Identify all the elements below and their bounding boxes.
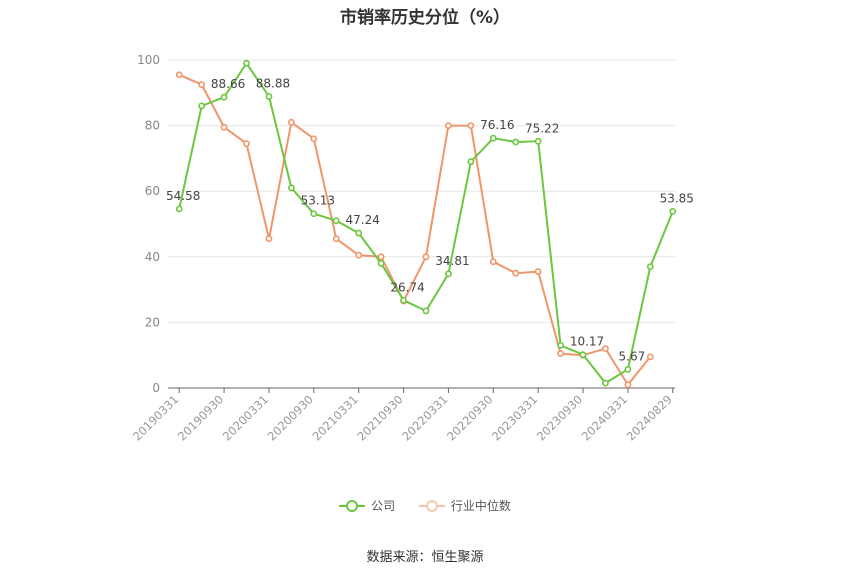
data-point[interactable] [198, 81, 206, 88]
data-point[interactable] [646, 263, 654, 271]
x-tick-label: 20220331 [399, 392, 450, 443]
data-point[interactable] [422, 307, 430, 315]
x-tick-label: 20240829 [624, 392, 675, 443]
data-point[interactable] [287, 184, 295, 192]
data-point[interactable] [602, 345, 609, 353]
x-tick-label: 20200930 [265, 392, 316, 443]
data-point[interactable] [400, 296, 407, 304]
x-tick-label: 20190930 [175, 392, 226, 443]
data-point[interactable] [332, 235, 340, 243]
data-point[interactable] [355, 251, 363, 259]
data-point[interactable] [287, 118, 295, 126]
data-label: 75.22 [525, 121, 559, 135]
data-point[interactable] [646, 353, 654, 361]
data-point[interactable] [175, 71, 183, 79]
legend-label-industry-median: 行业中位数 [450, 499, 511, 513]
data-label: 10.17 [570, 335, 604, 349]
data-label: 76.16 [480, 118, 514, 132]
data-point[interactable] [355, 229, 363, 237]
data-label: 47.24 [346, 213, 380, 227]
data-point[interactable] [512, 269, 520, 277]
y-tick-label: 80 [145, 119, 160, 133]
x-tick-label: 20240331 [579, 392, 630, 443]
data-point[interactable] [445, 270, 452, 278]
y-tick-label: 20 [145, 315, 160, 329]
data-label: 88.66 [211, 77, 245, 91]
data-point[interactable] [243, 59, 250, 67]
data-label: 5.67 [619, 349, 646, 363]
data-point[interactable] [624, 381, 632, 389]
data-point[interactable] [557, 341, 564, 349]
data-point[interactable] [602, 379, 609, 387]
data-point[interactable] [265, 235, 273, 243]
data-point[interactable] [198, 102, 206, 110]
data-label: 53.85 [660, 191, 694, 205]
legend-swatch-industry-median [418, 499, 445, 512]
legend-item-company[interactable]: 公司 [339, 497, 395, 514]
x-tick-label: 20230930 [534, 392, 585, 443]
data-point[interactable] [534, 268, 542, 275]
data-point[interactable] [579, 351, 587, 359]
legend: 公司 行业中位数 [0, 497, 850, 515]
y-tick-label: 40 [145, 250, 160, 264]
data-point[interactable] [489, 134, 497, 142]
data-point[interactable] [243, 140, 250, 148]
y-axis: 0 20 40 60 80 100 [137, 53, 160, 395]
y-tick-label: 0 [152, 381, 160, 395]
y-tick-label: 60 [145, 184, 160, 198]
legend-label-company: 公司 [371, 499, 396, 513]
data-labels: 54.58 88.66 88.88 53.13 47.24 26.74 34.81 76.16… [166, 76, 694, 363]
x-tick-label: 20190331 [130, 392, 181, 443]
legend-item-industry-median[interactable]: 行业中位数 [418, 497, 511, 514]
data-source: 数据来源：恒生聚源 [366, 550, 484, 565]
data-point[interactable] [332, 217, 340, 225]
data-point[interactable] [489, 258, 497, 266]
x-axis: 2019033120190930202003312020093020210331… [130, 387, 675, 444]
data-point[interactable] [220, 93, 228, 101]
data-point[interactable] [467, 158, 475, 166]
data-point[interactable] [669, 207, 677, 215]
data-point[interactable] [265, 93, 273, 100]
data-point[interactable] [220, 123, 228, 131]
x-tick-label: 20230331 [489, 392, 540, 443]
data-label: 54.58 [166, 189, 200, 203]
data-point[interactable] [175, 205, 183, 213]
y-tick-label: 100 [137, 53, 160, 67]
data-point[interactable] [445, 122, 452, 129]
data-point[interactable] [557, 350, 564, 357]
chart-title: 市销率历史分位（%） [339, 8, 511, 28]
legend-swatch-company [339, 499, 366, 512]
data-point[interactable] [310, 210, 318, 218]
data-label: 53.13 [301, 194, 335, 208]
data-point[interactable] [467, 122, 475, 129]
series-line-1 [178, 73, 652, 386]
data-point[interactable] [310, 135, 318, 143]
data-point[interactable] [422, 253, 430, 261]
series-lines [175, 59, 677, 389]
data-point[interactable] [512, 138, 520, 146]
x-tick-label: 20210930 [354, 392, 405, 443]
x-tick-label: 20200331 [220, 392, 271, 443]
data-point[interactable] [624, 366, 632, 373]
data-label: 88.88 [256, 76, 290, 90]
data-label: 34.81 [435, 254, 469, 268]
data-point[interactable] [377, 253, 385, 261]
data-point[interactable] [534, 137, 542, 145]
x-tick-label: 20210331 [310, 392, 361, 443]
data-point[interactable] [377, 259, 385, 267]
data-label: 26.74 [390, 280, 424, 294]
x-tick-label: 20220930 [444, 392, 495, 443]
